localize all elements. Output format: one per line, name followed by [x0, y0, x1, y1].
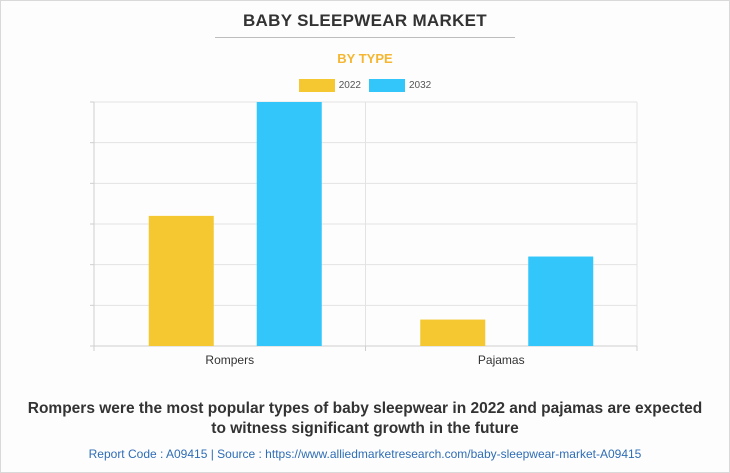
legend-swatch-2022 [298, 79, 335, 92]
legend: 2022 2032 [0, 79, 730, 92]
legend-item-2032[interactable]: 2032 [369, 79, 431, 92]
chart-subtitle: BY TYPE [337, 51, 393, 66]
chart-title: BABY SLEEPWEAR MARKET [242, 11, 487, 30]
legend-label-2022: 2022 [338, 80, 361, 91]
bar-chart: Rompers Pajamas [90, 101, 638, 367]
bar-rompers-2022 [148, 215, 214, 346]
bar-pajamas-2022 [420, 319, 486, 346]
x-tick-label-rompers: Rompers [205, 353, 254, 367]
bar-rompers-2032 [256, 102, 322, 346]
x-tick-label-pajamas: Pajamas [478, 353, 525, 367]
report-source-footer[interactable]: Report Code : A09415 | Source : https://… [88, 447, 642, 461]
caption-line-2: to witness significant growth in the fut… [211, 420, 519, 437]
caption-line-1: Rompers were the most popular types of b… [27, 400, 703, 417]
legend-swatch-2032 [369, 79, 405, 92]
bar-pajamas-2032 [528, 256, 594, 346]
title-divider [215, 37, 515, 38]
legend-item-2022[interactable]: 2022 [298, 79, 361, 92]
legend-label-2032: 2032 [409, 80, 432, 91]
chart-caption: Rompers were the most popular types of b… [0, 399, 730, 439]
